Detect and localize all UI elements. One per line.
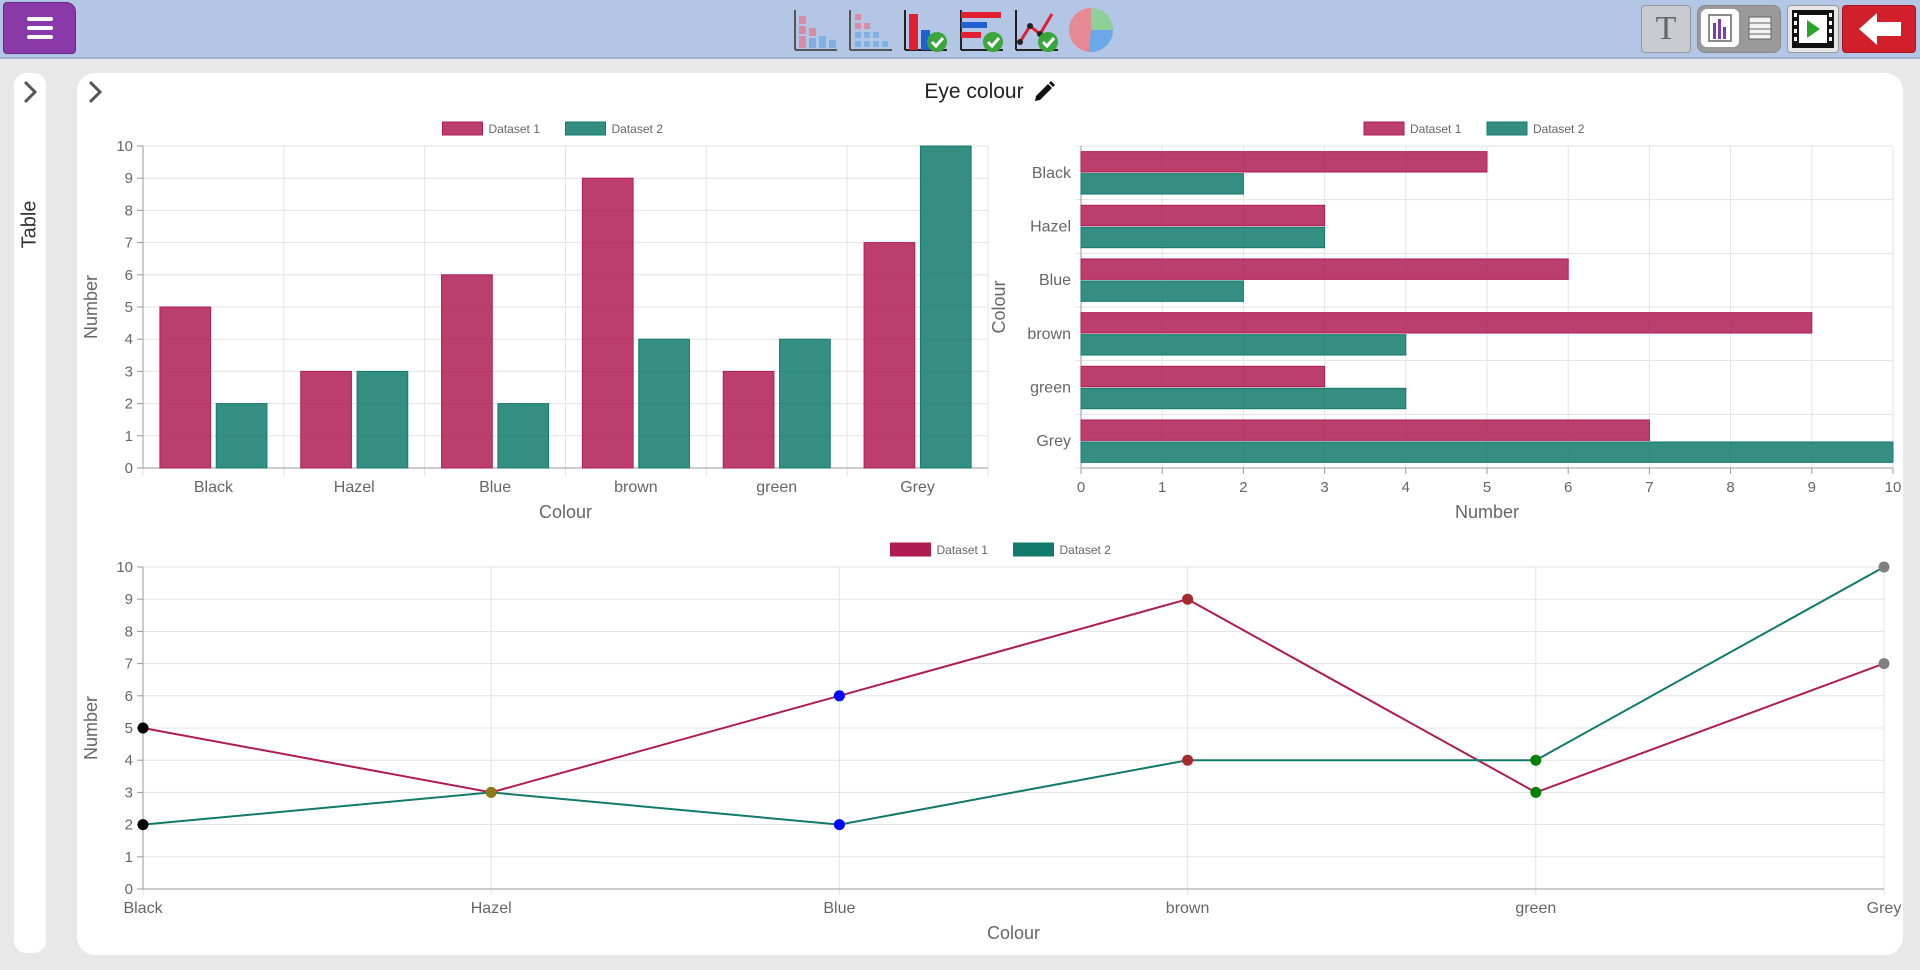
- pencil-edit-icon[interactable]: [1032, 80, 1056, 104]
- text-tool-icon: T: [1655, 10, 1677, 47]
- title-row: Eye colour: [77, 77, 1903, 107]
- hamburger-line: [26, 35, 53, 39]
- chart-view-icon: [1708, 14, 1732, 42]
- slideshow-icon: [1792, 10, 1834, 48]
- stacked-bar-chart-icon[interactable]: [791, 6, 839, 54]
- chart-panel: Eye colour: [77, 73, 1903, 955]
- horizontal-bar-chart-checked-icon[interactable]: [957, 6, 1005, 54]
- table-view-button[interactable]: [1743, 9, 1777, 47]
- side-panel-label[interactable]: Table: [18, 200, 41, 249]
- dot-plot-icon[interactable]: [846, 6, 894, 54]
- view-toggle[interactable]: [1697, 5, 1781, 53]
- hamburger-line: [26, 17, 53, 21]
- bar-chart-checked-icon[interactable]: [901, 6, 949, 54]
- pie-chart-icon[interactable]: [1067, 6, 1115, 54]
- hamburger-line: [26, 26, 53, 30]
- top-toolbar: T: [0, 0, 1920, 59]
- back-arrow-icon: [1859, 13, 1901, 45]
- text-tool-button[interactable]: T: [1641, 5, 1691, 53]
- chevron-right-icon[interactable]: [85, 79, 105, 105]
- menu-button[interactable]: [3, 2, 76, 54]
- back-button[interactable]: [1842, 5, 1916, 53]
- chart-view-button[interactable]: [1701, 9, 1739, 47]
- table-view-icon: [1748, 16, 1772, 40]
- slideshow-button[interactable]: [1787, 5, 1839, 53]
- line-chart-checked-icon[interactable]: [1012, 6, 1060, 54]
- chevron-right-icon[interactable]: [20, 79, 40, 105]
- table-side-panel[interactable]: Table: [14, 73, 46, 953]
- chart-title[interactable]: Eye colour: [924, 80, 1024, 103]
